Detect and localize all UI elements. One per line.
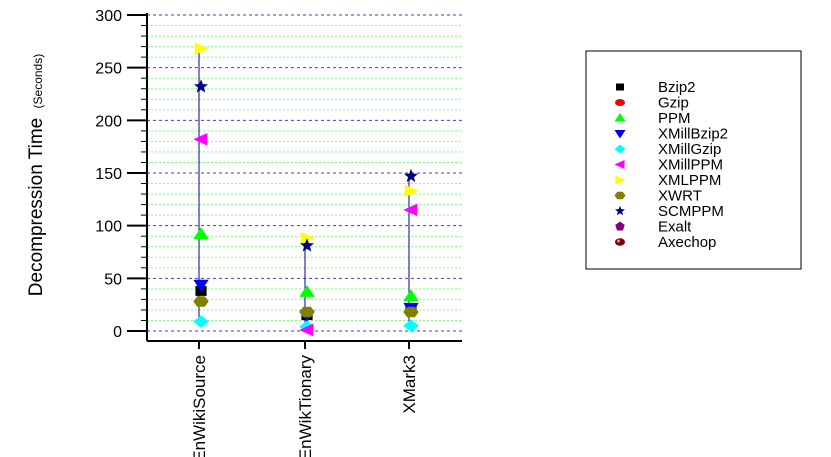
data-point-xmillgzip	[403, 319, 419, 333]
legend-marker-xwrt	[614, 191, 626, 200]
data-point-scmppm	[300, 238, 314, 252]
y-tick-label: 50	[104, 271, 122, 288]
y-axis-label-text: Decompression Time	[26, 118, 47, 296]
plot-marks	[193, 42, 419, 337]
legend-label: XMillBzip2	[658, 126, 728, 143]
legend-label: Exalt	[658, 219, 692, 236]
y-axis-label-unit: (Seconds)	[31, 54, 45, 109]
data-point-xwrt	[193, 296, 209, 307]
x-tick-label: EnWikTionary	[296, 355, 315, 457]
data-point-ppm	[403, 289, 419, 302]
y-tick-label: 200	[95, 113, 122, 130]
data-point-xmillbzip2	[193, 279, 209, 292]
legend-label: SCMPPM	[658, 203, 724, 220]
legend-label: XWRT	[658, 188, 702, 205]
data-point-scmppm	[404, 168, 418, 183]
data-point-ppm	[299, 285, 315, 297]
data-point-xmillppm	[403, 203, 418, 217]
data-point-ppm	[193, 227, 209, 239]
legend-label: Axechop	[658, 234, 716, 251]
legend-marker-scmppm	[615, 205, 625, 216]
legend: Bzip2GzipPPMXMillBzip2XMillGzipXMillPPMX…	[585, 50, 802, 270]
data-point-xmillppm	[299, 323, 314, 337]
y-tick-label: 250	[95, 61, 122, 78]
data-point-xmillppm	[193, 132, 208, 146]
data-point-xwrt	[403, 306, 419, 318]
axes: Decompression Time (Seconds) 0 50 100 150 20…	[26, 8, 462, 457]
y-tick-label: 100	[95, 219, 122, 236]
y-tick-label: 0	[113, 324, 122, 341]
legend-label: PPM	[658, 110, 691, 127]
legend-label: XMillPPM	[658, 157, 723, 174]
legend-marker-xmlppm	[615, 175, 626, 185]
data-point-xmlppm	[404, 184, 419, 198]
legend-label: Bzip2	[658, 79, 696, 96]
legend-label: XMLPPM	[658, 172, 721, 189]
legend-marker-xmillbzip2	[614, 130, 626, 139]
y-axis-label: Decompression Time (Seconds)	[26, 54, 47, 296]
legend-label: Gzip	[658, 95, 689, 112]
legend-marker-exalt	[615, 221, 625, 231]
data-point-scmppm	[194, 79, 208, 93]
legend-marker-axechop	[615, 238, 625, 246]
x-tick-label: XMark3	[400, 355, 419, 414]
data-point-xmillgzip	[193, 315, 209, 328]
legend-marker-bzip2	[616, 83, 624, 91]
data-point-xmlppm	[194, 42, 209, 56]
y-tick-label: 150	[95, 166, 122, 183]
data-point-xwrt	[299, 306, 315, 318]
legend-label: XMillGzip	[658, 141, 721, 158]
legend-marker-xmillppm	[614, 160, 625, 169]
legend-marker-gzip	[615, 99, 625, 106]
legend-marker-ppm	[614, 113, 626, 122]
y-tick-label: 300	[95, 8, 122, 25]
data-point-xmlppm	[300, 232, 315, 245]
legend-marker-xmillgzip	[614, 144, 626, 154]
x-tick-label: EnWikiSource	[190, 355, 209, 457]
